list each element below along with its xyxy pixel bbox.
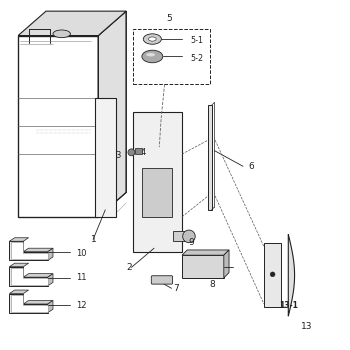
Text: 11: 11 bbox=[76, 273, 86, 282]
Ellipse shape bbox=[148, 37, 156, 41]
Polygon shape bbox=[9, 290, 29, 294]
Polygon shape bbox=[18, 11, 126, 36]
Polygon shape bbox=[9, 294, 48, 313]
Ellipse shape bbox=[142, 50, 163, 63]
Polygon shape bbox=[48, 248, 53, 260]
Text: 7: 7 bbox=[173, 284, 179, 293]
Polygon shape bbox=[133, 112, 182, 252]
Text: 12: 12 bbox=[76, 301, 86, 310]
Circle shape bbox=[270, 272, 275, 277]
Polygon shape bbox=[182, 255, 224, 278]
FancyBboxPatch shape bbox=[151, 276, 173, 284]
Polygon shape bbox=[23, 248, 53, 252]
Polygon shape bbox=[23, 301, 53, 304]
Polygon shape bbox=[11, 268, 48, 285]
Polygon shape bbox=[182, 250, 229, 255]
Ellipse shape bbox=[53, 30, 70, 38]
Bar bbox=[173, 231, 187, 241]
Text: 9: 9 bbox=[188, 238, 194, 247]
Circle shape bbox=[128, 149, 135, 156]
Text: 13-1: 13-1 bbox=[280, 301, 299, 310]
Polygon shape bbox=[48, 301, 53, 313]
Polygon shape bbox=[9, 263, 29, 267]
Text: 5-1: 5-1 bbox=[191, 36, 204, 45]
Text: 5: 5 bbox=[166, 14, 172, 23]
Polygon shape bbox=[11, 295, 48, 312]
Text: 4: 4 bbox=[140, 148, 145, 157]
Bar bbox=[208, 105, 212, 210]
Bar bbox=[135, 148, 142, 154]
Polygon shape bbox=[9, 241, 48, 260]
Bar bbox=[264, 243, 281, 307]
Text: 13: 13 bbox=[301, 322, 312, 331]
Text: 3: 3 bbox=[116, 151, 121, 160]
Bar bbox=[142, 168, 172, 217]
Ellipse shape bbox=[146, 53, 155, 56]
Polygon shape bbox=[9, 238, 29, 241]
Text: 1: 1 bbox=[91, 235, 97, 244]
Polygon shape bbox=[9, 267, 48, 286]
Bar bbox=[133, 29, 210, 84]
Polygon shape bbox=[224, 250, 229, 278]
Text: 10: 10 bbox=[76, 249, 86, 258]
Polygon shape bbox=[18, 36, 98, 217]
Polygon shape bbox=[11, 242, 48, 259]
Polygon shape bbox=[23, 274, 53, 277]
Text: 2: 2 bbox=[126, 263, 132, 272]
Text: 8: 8 bbox=[210, 280, 216, 289]
Ellipse shape bbox=[143, 34, 161, 44]
Polygon shape bbox=[288, 234, 295, 316]
Polygon shape bbox=[95, 98, 116, 217]
Polygon shape bbox=[98, 11, 126, 217]
Circle shape bbox=[183, 230, 195, 243]
Text: 6: 6 bbox=[248, 162, 254, 171]
Text: 5-2: 5-2 bbox=[191, 54, 204, 63]
Polygon shape bbox=[48, 274, 53, 286]
